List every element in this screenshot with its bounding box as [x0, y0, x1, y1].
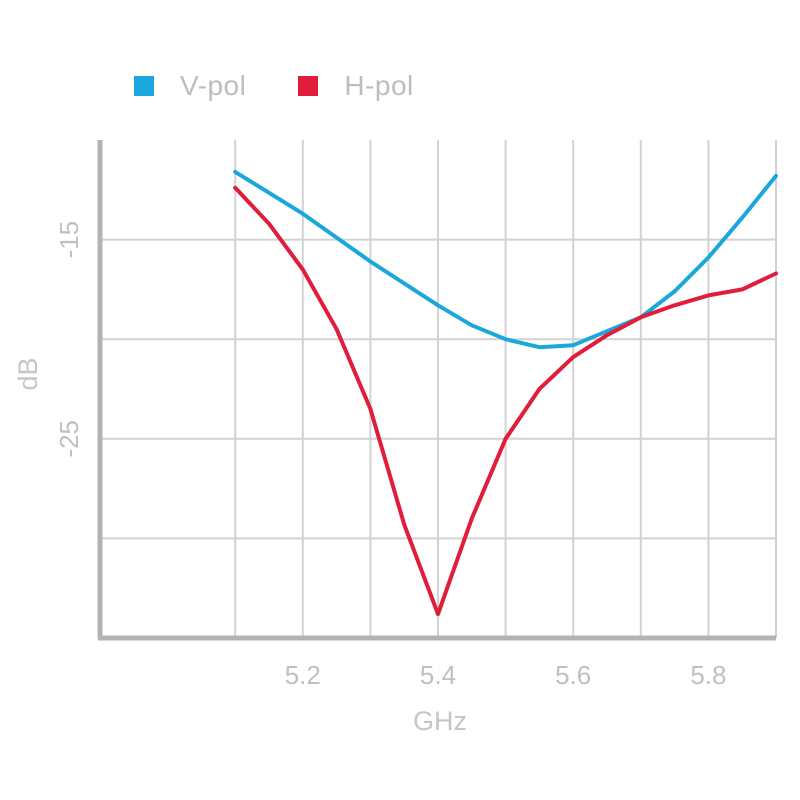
legend-label-h-pol: H-pol — [344, 70, 414, 101]
x-tick-label: 5.4 — [420, 660, 456, 690]
legend-item-v-pol: V-pol — [134, 70, 246, 102]
series-lines — [233, 169, 778, 617]
x-tick-label: 5.6 — [555, 660, 591, 690]
axes — [97, 140, 776, 641]
legend-label-v-pol: V-pol — [180, 70, 247, 101]
legend-item-h-pol: H-pol — [298, 70, 413, 102]
x-axis-title: GHz — [413, 706, 467, 736]
legend-swatch-h-pol — [298, 76, 319, 96]
x-tick-label: 5.2 — [285, 660, 321, 690]
series-line-v-pol — [233, 169, 778, 350]
grid — [100, 140, 777, 638]
x-tick-labels: 5.2 5.4 5.6 5.8 — [285, 660, 727, 690]
legend-swatch-v-pol — [134, 76, 154, 96]
legend: V-pol H-pol — [134, 70, 466, 102]
x-tick-label: 5.8 — [690, 660, 726, 690]
y-tick-labels: -15 -25 — [54, 221, 84, 458]
y-tick-label: -15 — [54, 221, 84, 259]
series-line-h-pol — [233, 185, 778, 617]
y-tick-label: -25 — [54, 420, 84, 458]
y-axis-title: dB — [13, 357, 43, 390]
